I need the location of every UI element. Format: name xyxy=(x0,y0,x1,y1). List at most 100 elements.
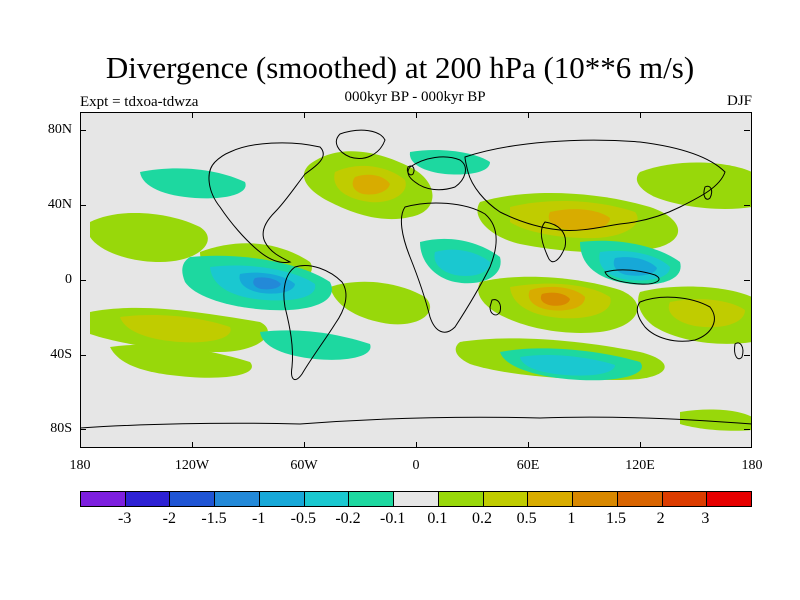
neg-area-north-pacific xyxy=(140,168,246,199)
negative-divergence-maxima xyxy=(239,257,657,294)
coast-india xyxy=(540,221,567,263)
colorbar-label: -2 xyxy=(162,510,176,527)
colorbar-label: 0.5 xyxy=(516,510,537,527)
coast-uk xyxy=(407,165,415,176)
colorbar-cell xyxy=(304,492,350,506)
pos-area-north-pacific xyxy=(636,162,752,209)
lon-tick-120e xyxy=(640,442,641,448)
coast-north-america xyxy=(208,142,324,263)
lat-tick-80n xyxy=(80,130,86,131)
colorbar-cell xyxy=(483,492,529,506)
lat-label-80n: 80N xyxy=(47,122,72,137)
lon-label-120w: 120W xyxy=(174,458,210,473)
season-label: DJF xyxy=(726,93,752,109)
experiment-label: Expt = tdxoa-tdwza xyxy=(80,94,199,110)
lat-tick-80s xyxy=(80,429,86,430)
colorbar-cell xyxy=(617,492,663,506)
lon-tick-0 xyxy=(416,442,417,448)
neg-peak-pacific xyxy=(253,277,281,290)
coast-new-zealand xyxy=(734,342,744,360)
lat-tick-40s-right xyxy=(744,355,750,356)
neg-area-east-pacific-south xyxy=(260,330,371,360)
colorbar-label: -0.2 xyxy=(335,510,361,527)
lon-tick-60e xyxy=(528,442,529,448)
pos-peak-indian xyxy=(540,292,570,306)
coast-asia xyxy=(464,139,726,231)
neg-core-south-indian xyxy=(520,354,615,376)
lat-tick-eq-right xyxy=(744,280,750,281)
neg-max-maritime xyxy=(613,257,657,276)
lon-tick-60e-top xyxy=(528,112,529,118)
colorbar-cell xyxy=(528,492,574,506)
lat-label-eq: 0 xyxy=(65,272,72,287)
lat-label-80s: 80S xyxy=(50,421,72,436)
coast-africa xyxy=(400,202,497,333)
pos-area-south-pacific-2 xyxy=(110,344,252,378)
colorbar-label: -1.5 xyxy=(201,510,227,527)
lon-tick-0-top xyxy=(416,112,417,118)
map-frame xyxy=(80,112,752,448)
colorbar-label: 2 xyxy=(656,510,665,527)
colorbar-label: 1.5 xyxy=(606,510,626,527)
colorbar-label: -1 xyxy=(251,510,266,527)
coast-madagascar xyxy=(489,299,501,316)
lat-label-40n: 40N xyxy=(47,197,72,212)
lat-label-40s: 40S xyxy=(50,347,72,362)
lon-tick-120e-top xyxy=(640,112,641,118)
pos-area-south-atlantic xyxy=(330,281,431,325)
colorbar-cell xyxy=(573,492,618,506)
colorbar-label: 0.1 xyxy=(427,510,448,527)
colorbar-cell xyxy=(170,492,216,506)
coast-europe xyxy=(407,156,466,191)
coast-japan xyxy=(703,185,713,200)
coast-antarctica xyxy=(80,416,752,429)
lat-tick-40s xyxy=(80,355,86,356)
colorbar xyxy=(80,491,752,507)
pos-area-antarctic xyxy=(680,409,752,431)
lon-label-180e: 180 xyxy=(741,458,763,473)
colorbar-label: 3 xyxy=(701,510,710,527)
lon-tick-120w-top xyxy=(192,112,193,118)
lon-tick-60w xyxy=(304,442,305,448)
lon-label-120e: 120E xyxy=(625,458,655,473)
colorbar-label: -3 xyxy=(117,510,132,527)
positive-divergence-maxima xyxy=(352,174,610,311)
colorbar-cell xyxy=(81,492,126,506)
coast-indonesia xyxy=(604,269,660,285)
coast-south-america xyxy=(283,265,347,381)
colorbar-cell xyxy=(349,492,395,506)
lat-tick-80s-right xyxy=(744,429,750,430)
lat-tick-40n-right xyxy=(744,205,750,206)
lon-tick-60w-top xyxy=(304,112,305,118)
coast-greenland xyxy=(335,129,386,159)
lat-tick-40n xyxy=(80,205,86,206)
neg-area-north-atlantic-2 xyxy=(409,150,490,175)
colorbar-cell xyxy=(438,492,484,506)
lat-tick-eq xyxy=(80,280,86,281)
plot-title: Divergence (smoothed) at 200 hPa (10**6 … xyxy=(105,50,695,85)
pos-max-asia xyxy=(548,209,610,231)
colorbar-cell xyxy=(125,492,171,506)
pos-max-atlantic xyxy=(352,174,390,195)
lon-label-60w: 60W xyxy=(290,458,318,473)
map-fields xyxy=(80,129,752,431)
colorbar-label: 1 xyxy=(567,510,576,527)
colorbar-cell xyxy=(215,492,260,506)
lon-label-0: 0 xyxy=(412,458,420,473)
neg-core-africa xyxy=(434,249,490,276)
pos-core-south-pacific xyxy=(120,315,231,343)
lon-label-180w: 180 xyxy=(69,458,91,473)
coastlines xyxy=(80,129,752,429)
colorbar-label: -0.5 xyxy=(290,510,316,527)
colorbar-cell xyxy=(259,492,305,506)
coast-australia xyxy=(636,296,715,342)
pos-core-australia xyxy=(668,299,745,328)
colorbar-label: -0.1 xyxy=(379,510,406,527)
lat-tick-80n-right xyxy=(744,130,750,131)
plot-subtitle: 000kyr BP - 000kyr BP xyxy=(344,89,486,105)
pos-area-west-pacific xyxy=(90,212,208,262)
lon-label-60e: 60E xyxy=(516,458,540,473)
colorbar-cell xyxy=(707,492,752,506)
divergence-map xyxy=(80,112,752,448)
colorbar-label: 0.2 xyxy=(472,510,492,527)
